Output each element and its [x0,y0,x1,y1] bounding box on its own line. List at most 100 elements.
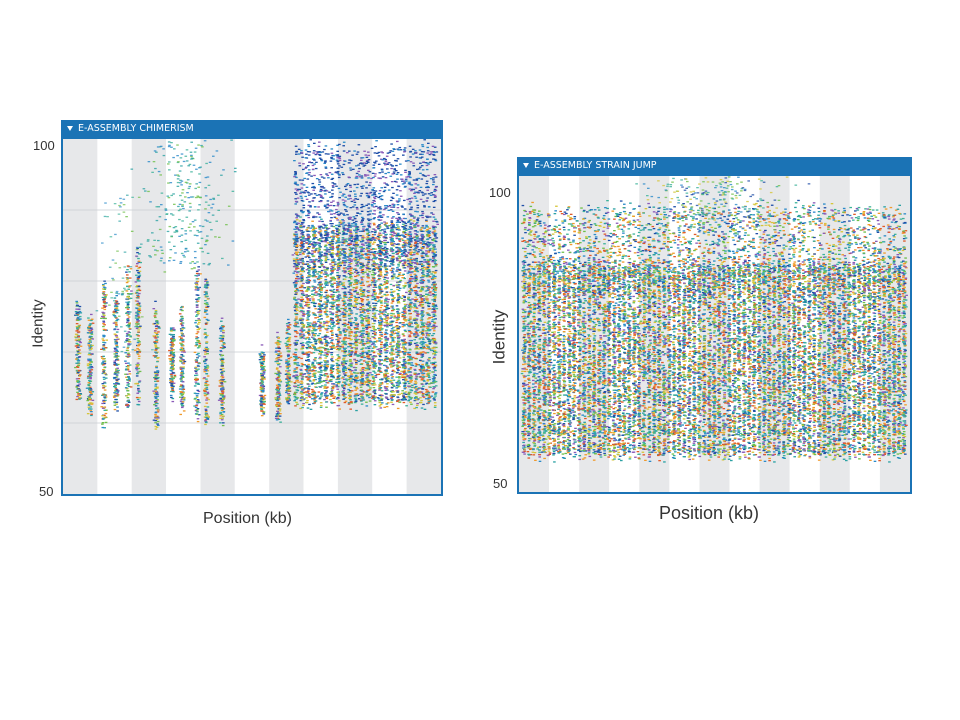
scatter-point [172,334,175,336]
scatter-point [305,359,308,361]
scatter-point [301,279,304,281]
scatter-point [311,293,314,295]
scatter-point [155,352,158,354]
scatter-point [325,303,328,305]
scatter-point [115,368,118,370]
scatter-point [301,323,304,325]
scatter-point [342,300,346,302]
scatter-point [180,367,183,369]
scatter-point [203,356,206,358]
scatter-point [305,319,309,321]
scatter-point [304,369,308,371]
scatter-point [319,310,323,312]
scatter-point [295,233,298,235]
scatter-point [327,258,330,261]
scatter-point [88,396,91,398]
scatter-point [300,248,303,250]
scatter-point [206,364,209,367]
scatter-point [310,253,314,256]
scatter-point [206,384,210,386]
scatter-point [322,380,326,382]
scatter-point [275,419,279,421]
scatter-point [314,370,317,372]
scatter-point [221,394,224,396]
scatter-point [89,378,92,380]
scatter-point [315,258,318,260]
scatter-point [177,205,180,208]
scatter-point [295,264,299,266]
scatter-point [182,366,185,368]
scatter-point [220,372,223,374]
scatter-point [105,302,108,304]
scatter-point [297,356,301,359]
scatter-point [168,333,172,335]
scatter-point [221,408,225,410]
scatter-point [300,377,304,379]
scatter-point [103,394,107,396]
scatter-point [76,366,80,368]
scatter-point [260,397,263,399]
scatter-point [129,266,133,268]
scatter-point [204,201,208,203]
scatter-point [172,156,175,159]
scatter-point [221,400,224,402]
scatter-point [336,274,339,277]
scatter-point [294,290,298,292]
scatter-point [274,372,277,375]
chimerism-panel-header[interactable]: E-ASSEMBLY CHIMERISM [61,120,443,137]
scatter-point [309,227,312,229]
scatter-point [196,408,200,410]
scatter-point [221,388,225,390]
scatter-point [312,273,315,275]
scatter-point [156,423,159,425]
scatter-point [276,402,280,404]
scatter-point [195,400,199,402]
scatter-point [331,246,335,249]
scatter-point [156,370,159,372]
scatter-point [259,399,263,401]
scatter-point [315,247,318,250]
scatter-point [277,353,281,355]
scatter-point [338,157,342,160]
scatter-point [329,196,332,198]
scatter-point [332,205,336,207]
scatter-point [323,395,327,397]
scatter-point [126,356,130,358]
scatter-point [318,338,321,341]
scatter-point [205,279,208,281]
scatter-point [179,261,183,263]
scatter-point [139,325,142,327]
scatter-point [219,337,223,340]
scatter-point [302,211,305,213]
scatter-point [205,309,208,311]
scatter-point [293,400,296,402]
scatter-point [155,219,159,222]
scatter-point [278,415,282,417]
scatter-point [331,332,334,334]
scatter-point [180,373,184,375]
scatter-point [170,381,173,383]
scatter-point [155,328,158,330]
scatter-point [319,406,323,408]
scatter-point [301,294,305,296]
scatter-point [102,370,105,372]
scatter-point [320,160,324,162]
scatter-point [104,374,108,376]
scatter-point [299,224,303,226]
scatter-point [126,277,130,279]
scatter-point [204,384,207,386]
scatter-point [154,254,157,256]
scatter-point [331,182,335,184]
scatter-point [115,290,119,293]
collapse-triangle-icon[interactable] [67,126,73,131]
scatter-point [106,216,109,218]
scatter-point [286,345,290,348]
scatter-point [120,293,124,295]
scatter-point [129,293,132,295]
scatter-point [172,368,175,370]
scatter-point [307,383,310,385]
scatter-point [221,374,224,376]
scatter-point [171,364,174,367]
scatter-point [88,324,91,326]
scatter-point [113,404,117,406]
